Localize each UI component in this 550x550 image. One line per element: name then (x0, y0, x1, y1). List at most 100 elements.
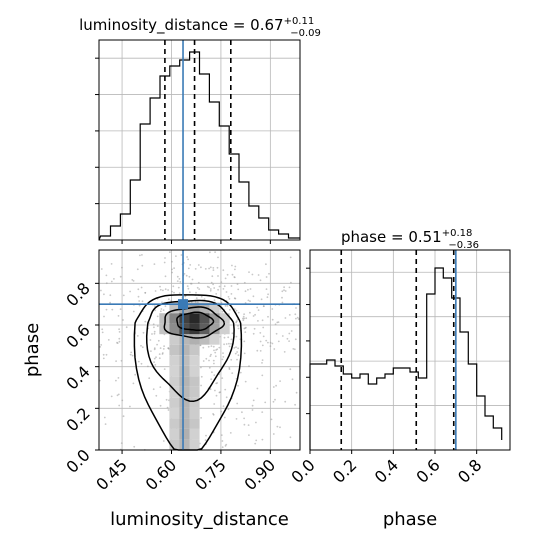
sample-point (239, 371, 242, 374)
sample-point (173, 291, 175, 294)
sample-point (136, 268, 139, 271)
sample-point (211, 371, 213, 374)
sample-point (237, 354, 240, 357)
sample-point (281, 296, 283, 299)
sample-point (221, 377, 224, 379)
sample-point (243, 327, 246, 330)
sample-point (242, 317, 244, 320)
sample-point (209, 251, 211, 254)
sample-point (118, 337, 121, 340)
x-tick-label: 0.60 (142, 455, 181, 494)
sample-point (105, 353, 108, 356)
sample-point (167, 298, 170, 301)
sample-point (110, 263, 113, 265)
sample-point (212, 345, 215, 348)
sample-point (262, 326, 265, 329)
sample-point (164, 305, 167, 308)
sample-point (103, 293, 105, 296)
sample-point (200, 417, 203, 419)
sample-point (261, 374, 264, 377)
y-tick-label: 0.4 (62, 362, 93, 393)
sample-point (255, 439, 258, 442)
sample-point (243, 352, 246, 355)
sample-point (99, 346, 102, 348)
sample-point (208, 359, 210, 362)
sample-point (213, 403, 216, 405)
sample-point (243, 340, 246, 343)
sample-point (259, 332, 262, 334)
y-tick-label: 0.6 (62, 320, 93, 351)
sample-point (140, 344, 142, 347)
sample-point (101, 331, 104, 334)
sample-point (214, 355, 217, 358)
sample-point (196, 286, 199, 289)
sample-point (237, 384, 239, 387)
sample-point (259, 279, 262, 282)
sample-point (120, 359, 123, 362)
sample-point (151, 333, 153, 335)
sample-point (256, 349, 259, 352)
sample-point (261, 319, 264, 322)
sample-point (138, 304, 141, 307)
x-tick-label: 0.8 (454, 455, 485, 486)
sample-point (105, 274, 108, 277)
sample-point (102, 357, 105, 360)
density-cell (179, 313, 190, 324)
density-cell (209, 323, 220, 335)
sample-point (200, 366, 202, 369)
sample-point (159, 310, 162, 313)
sample-point (170, 299, 173, 302)
sample-point (236, 351, 239, 353)
truth-point (178, 299, 189, 310)
sample-point (136, 335, 139, 337)
sample-point (140, 362, 143, 365)
sample-point (212, 413, 215, 416)
sample-point (235, 309, 238, 312)
sample-point (261, 438, 264, 441)
density-cell (179, 418, 190, 429)
sample-point (205, 357, 208, 360)
sample-point (153, 330, 156, 333)
sample-point (162, 440, 165, 442)
sample-point (222, 269, 225, 272)
density-cell (219, 323, 230, 335)
sample-point (122, 415, 125, 418)
sample-point (294, 313, 297, 316)
sample-point (185, 274, 188, 277)
contour-line (163, 306, 226, 339)
sample-point (237, 288, 240, 291)
sample-point (175, 255, 177, 257)
sample-point (241, 411, 243, 414)
sample-point (226, 305, 229, 307)
sample-point (153, 263, 156, 265)
sample-point (153, 361, 156, 363)
sample-point (137, 295, 140, 298)
sample-point (267, 293, 269, 296)
sample-point (122, 294, 125, 297)
sample-point (153, 347, 156, 350)
axes-frame (98, 249, 301, 451)
sample-point (275, 332, 278, 335)
sample-point (118, 404, 121, 407)
sample-point (228, 342, 230, 345)
sample-point (156, 325, 159, 327)
sample-point (245, 317, 248, 320)
sample-point (277, 321, 280, 323)
sample-point (292, 348, 295, 350)
sample-point (271, 308, 274, 310)
sample-point (260, 298, 263, 301)
sample-point (203, 298, 206, 300)
sample-point (257, 309, 260, 311)
sample-point (236, 283, 239, 285)
sample-point (207, 345, 210, 348)
density-cell (169, 376, 180, 387)
sample-point (209, 289, 212, 292)
sample-point (243, 313, 246, 316)
sample-point (228, 298, 231, 300)
sample-point (102, 353, 105, 356)
sample-point (173, 267, 176, 269)
sample-point (130, 351, 133, 354)
sample-point (271, 342, 274, 345)
sample-point (297, 318, 300, 320)
x-tick-label: 0.2 (329, 455, 360, 486)
